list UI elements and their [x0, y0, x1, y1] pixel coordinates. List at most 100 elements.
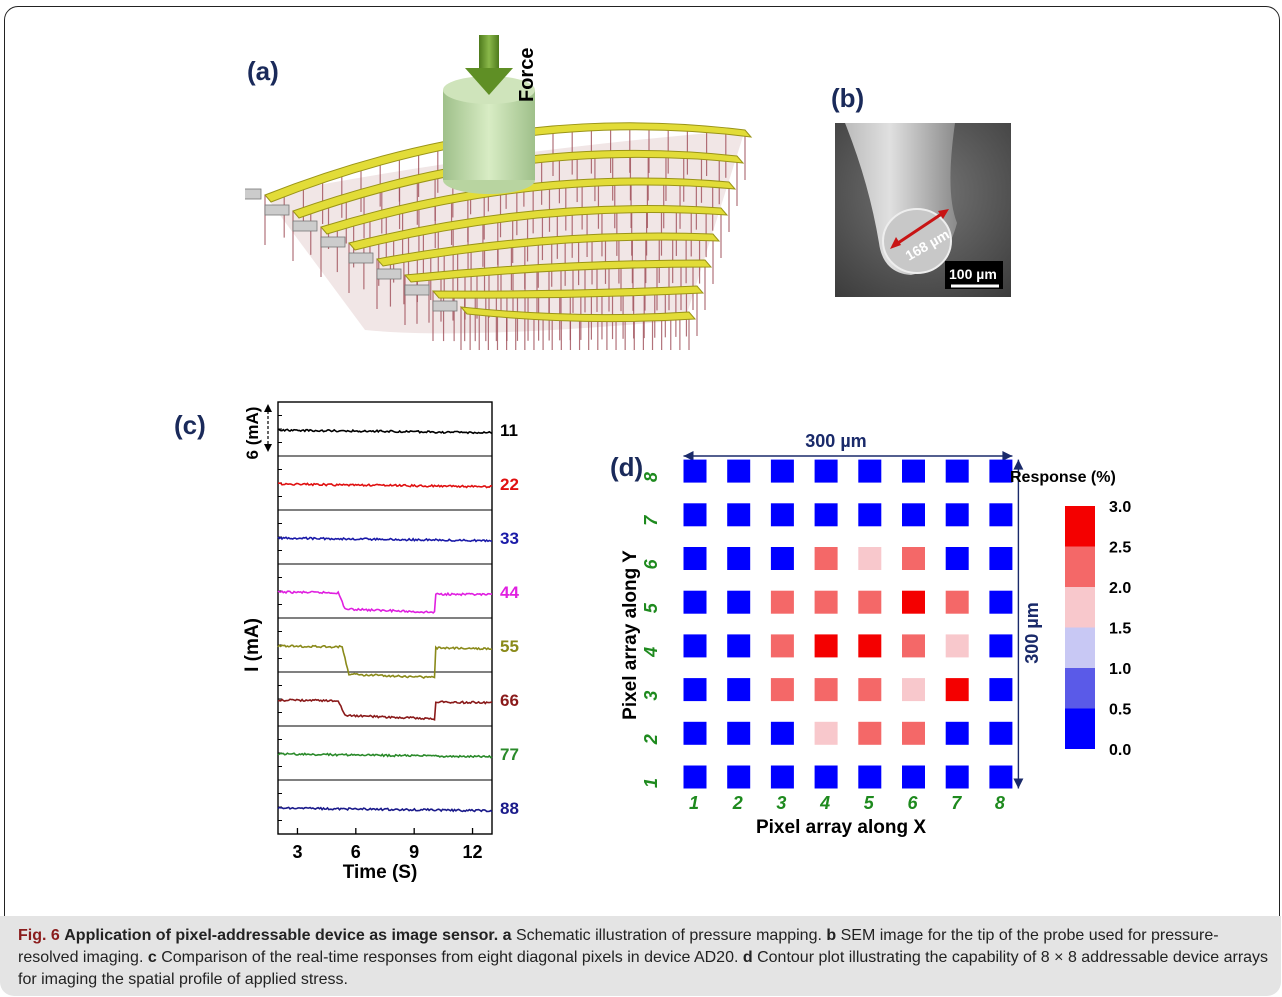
pixel-cell: [814, 590, 838, 614]
colorbar-tick-label: 2.0: [1109, 580, 1131, 597]
contact-pad: [376, 268, 402, 280]
trace-55: [277, 644, 493, 679]
pixel-cell: [945, 634, 969, 658]
d-xlabel: Pixel array along X: [756, 817, 926, 838]
d-xtick-label: 4: [819, 793, 830, 813]
trace-label-88: 88: [500, 799, 519, 818]
d-xtick-label: 3: [776, 793, 786, 813]
d-xtick-label: 6: [908, 793, 919, 813]
c-ylabel: I (mA): [242, 618, 263, 672]
trace-label-55: 55: [500, 637, 519, 656]
caption-b-letter: b: [826, 927, 837, 944]
d-xtick-label: 2: [732, 793, 743, 813]
c-xtick-label: 6: [351, 842, 361, 862]
pixel-cell: [683, 590, 707, 614]
pixel-cell: [727, 590, 751, 614]
trace-66: [277, 698, 493, 721]
trace-label-11: 11: [500, 421, 518, 440]
pixel-cell: [989, 547, 1013, 570]
pixel-cell: [683, 547, 707, 570]
d-ytick-label: 3: [641, 691, 661, 701]
colorbar-segment: [1065, 587, 1095, 628]
panel-d-label: (d): [610, 452, 644, 482]
c-scale-label: 6 (mA): [243, 407, 262, 460]
pixel-cell: [989, 590, 1013, 614]
panel-d-chart: 1 2 3 4 5 6 7 8 1 2 3 4 5 6 7 8 0.0 0.5 1.0 1.5 2.0 2.5 3.0 3…: [620, 431, 1131, 838]
d-colorbar-title: Response (%): [1010, 469, 1116, 486]
pixel-cell: [814, 721, 838, 745]
colorbar-tick-label: 2.5: [1109, 540, 1131, 557]
pixel-cell: [858, 634, 882, 658]
pixel-cell: [902, 765, 925, 789]
pixel-cell: [945, 547, 969, 570]
d-xtick-label: 7: [951, 793, 962, 813]
trace-label-77: 77: [500, 745, 519, 764]
pixel-cell: [945, 459, 969, 483]
colorbar-tick-label: 1.5: [1109, 621, 1131, 638]
contact-pad: [320, 236, 346, 248]
colorbar-tick-label: 0.5: [1109, 702, 1131, 719]
pixel-cell: [902, 503, 925, 527]
pixel-cell: [858, 678, 882, 702]
d-ytick-label: 1: [641, 778, 661, 788]
caption-c-letter: c: [147, 949, 157, 966]
force-label: Force: [516, 48, 538, 102]
pixel-cell: [902, 721, 925, 745]
d-xtick-label: 5: [864, 793, 875, 813]
pixel-cell: [814, 503, 838, 527]
d-xtick-label: 1: [689, 793, 699, 813]
pixel-cell: [770, 590, 794, 614]
pixel-cell: [770, 634, 794, 658]
pixel-cell: [814, 634, 838, 658]
pixel-cell: [683, 678, 707, 702]
d-height-label: 300 µm: [1022, 602, 1042, 663]
d-width-label: 300 µm: [805, 431, 866, 451]
pixel-cell: [989, 503, 1013, 527]
pixel-cell: [858, 721, 882, 745]
trace-label-66: 66: [500, 691, 519, 710]
pixel-cell: [989, 459, 1013, 483]
panel-b-sem-image: 168 µm 100 µm: [835, 123, 1011, 297]
pixel-cell: [683, 503, 707, 527]
figure-caption: Fig. 6 Application of pixel-addressable …: [0, 916, 1281, 996]
d-ytick-label: 7: [641, 515, 661, 526]
pixel-cell: [814, 459, 838, 483]
d-ytick-label: 2: [641, 734, 661, 745]
pixel-cell: [770, 503, 794, 527]
colorbar-tick-label: 3.0: [1109, 499, 1131, 516]
trace-33: [277, 536, 493, 543]
pixel-cell: [858, 503, 882, 527]
pixel-cell: [770, 459, 794, 483]
pixel-cell: [770, 547, 794, 570]
panel-a-schematic: Force: [245, 35, 753, 350]
caption-d-letter: d: [742, 949, 753, 966]
c-xtick-label: 9: [409, 842, 419, 862]
contact-pad: [348, 252, 374, 264]
colorbar-tick-label: 0.0: [1109, 742, 1131, 759]
pixel-cell: [814, 765, 838, 789]
caption-b-text: SEM image for the tip of the probe used …: [18, 927, 1219, 966]
caption-title: Application of pixel-addressable device …: [64, 927, 499, 944]
caption-fig-label: Fig. 6: [18, 927, 60, 944]
pixel-cell: [902, 590, 925, 614]
d-xtick-label: 8: [995, 793, 1005, 813]
colorbar-segment: [1065, 668, 1095, 709]
colorbar-segment: [1065, 506, 1095, 547]
trace-22: [278, 482, 493, 489]
pixel-cell: [902, 678, 925, 702]
pixel-cell: [945, 503, 969, 527]
pixel-cell: [683, 459, 707, 483]
pixel-cell: [683, 765, 707, 789]
pixel-cell: [945, 765, 969, 789]
pixel-cell: [683, 721, 707, 745]
pixel-cell: [814, 547, 838, 570]
d-ytick-label: 5: [641, 602, 661, 613]
panel-c-chart: 11 22 33 44 55 66 77 88 3 6 9 12 I (mA) 6 (mA) Time…: [242, 401, 519, 883]
pixel-cell: [727, 721, 751, 745]
trace-label-33: 33: [500, 529, 519, 548]
trace-11: [277, 428, 493, 435]
contact-pad: [245, 188, 262, 200]
caption-c-text: Comparison of the real-time responses fr…: [161, 949, 739, 966]
c-xlabel: Time (S): [343, 862, 418, 883]
pixel-cell: [727, 634, 751, 658]
